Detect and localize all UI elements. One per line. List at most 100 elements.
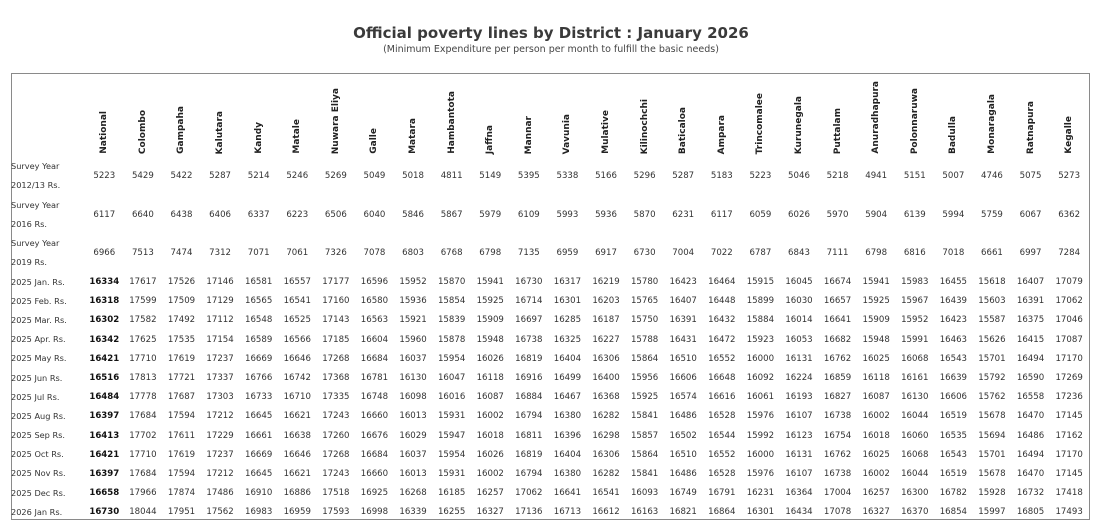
column-header: Vavunia [548, 73, 587, 157]
district-value-cell: 17492 [167, 315, 196, 326]
table-row: 2025 Jan. Rs. 16334 17617 17526 17146 16581 16… [11, 273, 1088, 292]
district-value-cell: 4811 [440, 171, 463, 182]
district-value-cell: 16325 [553, 334, 582, 345]
district-value-cell: 17710 [129, 353, 157, 364]
district-value-cell: 16093 [630, 488, 659, 499]
district-value-cell: 15992 [746, 430, 775, 441]
district-value-cell: 16519 [939, 468, 968, 479]
district-value-cell: 16130 [399, 373, 427, 384]
district-value-cell: 17493 [1055, 507, 1083, 518]
district-value-cell: 16327 [476, 507, 504, 518]
district-value-cell: 6661 [981, 248, 1003, 259]
district-value-cell: 17136 [515, 507, 543, 518]
district-value-cell: 17078 [823, 507, 852, 518]
district-value-cell: 5759 [981, 209, 1003, 220]
national-value-cell: 16397 [89, 411, 120, 422]
district-value-cell: 16612 [592, 507, 620, 518]
district-value-cell: 16782 [939, 488, 968, 499]
district-value-cell: 5046 [788, 171, 810, 182]
district-value-cell: 16541 [283, 296, 311, 307]
district-value-cell: 17619 [167, 449, 196, 460]
district-value-cell: 15765 [630, 296, 659, 307]
district-value-cell: 16684 [360, 449, 389, 460]
column-header: Anuradhapura [857, 73, 896, 157]
row-label-line: 2025 Feb. Rs. [11, 295, 67, 306]
row-label-line: 2026 Jan Rs. [11, 506, 63, 517]
district-value-cell: 17004 [823, 488, 852, 499]
district-value-cell: 17154 [206, 334, 234, 345]
district-value-cell: 16187 [592, 315, 620, 326]
district-value-cell: 16255 [437, 507, 466, 518]
district-value-cell: 17617 [129, 277, 157, 288]
district-value-cell: 17509 [167, 296, 196, 307]
district-value-cell: 17079 [1055, 277, 1083, 288]
district-value-cell: 15983 [901, 277, 929, 288]
district-value-cell: 16854 [939, 507, 968, 518]
district-value-cell: 17966 [129, 488, 157, 499]
district-value-cell: 16641 [823, 315, 852, 326]
column-header-label: Mannar [523, 115, 534, 154]
district-value-cell: 16227 [592, 334, 620, 345]
district-value-cell: 15925 [630, 392, 659, 403]
page-subtitle: (Minimum Expenditure per person per mont… [383, 44, 719, 55]
district-value-cell: 17229 [206, 430, 234, 441]
column-header: Monaragala [973, 73, 1012, 157]
district-value-cell: 17160 [322, 296, 350, 307]
district-value-cell: 5223 [749, 171, 772, 182]
column-header: Puttalam [818, 73, 857, 157]
district-value-cell: 16044 [901, 468, 929, 479]
district-value-cell: 17268 [322, 449, 350, 460]
district-value-cell: 15750 [630, 315, 659, 326]
row-label: 2025 Oct Rs. [11, 445, 85, 464]
district-value-cell: 17237 [206, 449, 234, 460]
district-value-cell: 16669 [245, 353, 273, 364]
national-value-cell: 16421 [89, 449, 120, 460]
district-value-cell: 16434 [785, 507, 813, 518]
district-value-cell: 16391 [669, 315, 697, 326]
district-value-cell: 6798 [479, 248, 502, 259]
column-header: Ratnapura [1011, 73, 1050, 157]
column-header-label: Galle [369, 128, 380, 154]
district-value-cell: 5049 [363, 171, 386, 182]
district-value-cell: 5183 [710, 171, 733, 182]
row-label-line: Survey Year [11, 199, 60, 210]
district-value-cell: 15941 [862, 277, 890, 288]
table-row: 2025 Jun Rs. 16516 17813 17721 17337 16766 167… [11, 368, 1088, 387]
district-value-cell: 16025 [862, 449, 890, 460]
district-value-cell: 16257 [476, 488, 504, 499]
poverty-lines-table: National Colombo Gampaha Kalutara Kandy Matal… [11, 73, 1088, 522]
column-header: Matara [394, 73, 433, 157]
national-value-cell: 16484 [89, 392, 120, 403]
district-value-cell: 6059 [749, 209, 772, 220]
district-value-cell: 16317 [553, 277, 582, 288]
district-value-cell: 16448 [708, 296, 736, 307]
district-value-cell: 17237 [206, 353, 234, 364]
district-value-cell: 16657 [823, 296, 852, 307]
column-header-label: Kandy [253, 122, 264, 154]
table-row: Survey Year 2012/13 Rs. 5223 5429 5422 5287 52… [11, 157, 1088, 196]
column-header: Kegalle [1050, 73, 1089, 157]
row-label: 2025 Jan. Rs. [11, 273, 85, 292]
district-value-cell: 16552 [708, 449, 736, 460]
national-value-cell: 16397 [89, 468, 120, 479]
district-value-cell: 16026 [476, 449, 504, 460]
district-value-cell: 16910 [245, 488, 273, 499]
column-header: Matale [278, 73, 317, 157]
district-value-cell: 16098 [399, 392, 427, 403]
national-value-cell: 16421 [89, 353, 120, 364]
district-value-cell: 15857 [630, 430, 659, 441]
row-label-line: 2025 Dec Rs. [11, 487, 66, 498]
district-value-cell: 17170 [1055, 353, 1083, 364]
district-value-cell: 17611 [167, 430, 196, 441]
district-value-cell: 16543 [939, 353, 968, 364]
district-value-cell: 6231 [672, 209, 695, 220]
district-value-cell: 7326 [324, 248, 347, 259]
district-value-cell: 17046 [1055, 315, 1083, 326]
table-row: 2025 Jul Rs. 16484 17778 17687 17303 16733 167… [11, 388, 1088, 407]
district-value-cell: 6026 [788, 209, 810, 220]
column-header-label: National [99, 111, 110, 154]
district-value-cell: 5075 [1019, 171, 1042, 182]
district-value-cell: 16616 [708, 392, 736, 403]
district-value-cell: 15618 [978, 277, 1006, 288]
district-value-cell: 6640 [131, 209, 154, 220]
